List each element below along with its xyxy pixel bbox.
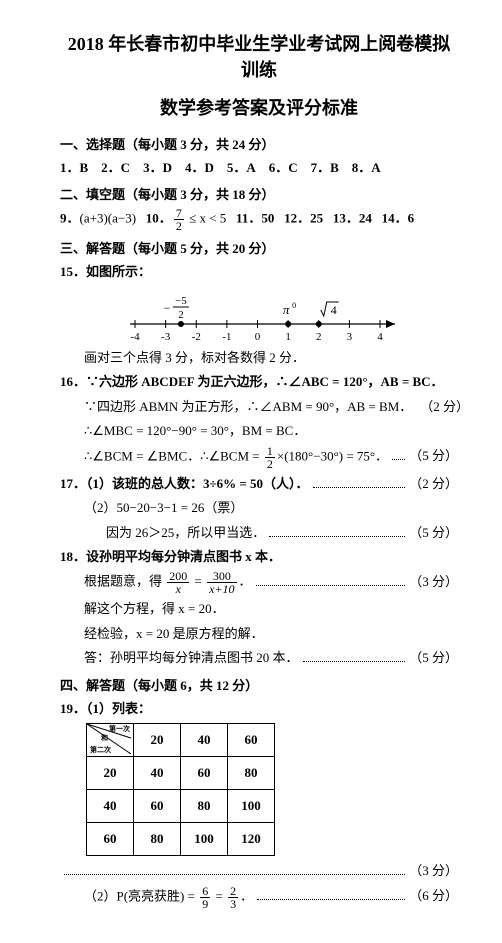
q11: 11．50 (236, 211, 274, 226)
q12: 12．25 (284, 211, 323, 226)
cell: 80 (181, 790, 228, 823)
mc-4: 4．D (185, 160, 214, 175)
cell: 60 (134, 790, 181, 823)
dots (64, 874, 405, 875)
svg-text:4: 4 (331, 303, 337, 317)
score: （3 分） (409, 860, 458, 881)
dots (392, 459, 405, 460)
diag-cell: 第一次 和 第二次 (87, 724, 134, 757)
q15-head: 15．如图所示： (60, 261, 458, 282)
score: （2 分） (420, 396, 469, 417)
section-3-head: 三、解答题（每小题 5 分，共 20 分） (60, 238, 458, 257)
q16-l3: ∴∠MBC = 120°−90° = 30°，BM = BC． (60, 420, 458, 441)
q16-l1: 16．∵六边形 ABCDEF 为正六边形，∴∠ABC = 120°，AB = B… (60, 371, 458, 392)
q19-table-score: （3 分） (60, 860, 458, 881)
q10-pre: 10． (146, 211, 172, 226)
mc-5: 5．A (227, 160, 256, 175)
svg-text:0: 0 (255, 331, 261, 343)
q16-l2: ∵四边形 ABMN 为正方形，∴∠ABM = 90°，AB = BM． （2 分… (60, 396, 458, 417)
svg-text:2: 2 (178, 309, 184, 321)
svg-text:−5: −5 (175, 295, 187, 307)
cell: 100 (228, 790, 275, 823)
q19-head: 19．（1）列表： (60, 698, 458, 719)
mc-1: 1．B (60, 160, 88, 175)
svg-text:-1: -1 (222, 331, 231, 343)
score: （3 分） (409, 571, 458, 592)
mc-8: 8．A (352, 160, 381, 175)
q17-l2: （2）50−20−3−1 = 26（票） (60, 497, 458, 518)
q18-l3: 经检验，x = 20 是原方程的解． (60, 623, 458, 644)
q17-l3: 因为 26＞25，所以甲当选． （5 分） (60, 522, 458, 543)
q18-head: 18．设孙明平均每分钟清点图书 x 本． (60, 546, 458, 567)
svg-text:2: 2 (316, 331, 322, 343)
mc-answers: 1．B 2．C 3．D 4．D 5．A 6．C 7．B 8．A (60, 157, 458, 178)
q18-l1: 根据题意，得 200x = 300x+10． （3 分） (60, 570, 458, 595)
cell: 120 (228, 823, 275, 856)
svg-text:3: 3 (347, 331, 353, 343)
dots (269, 536, 405, 537)
score: （6 分） (409, 885, 458, 906)
q14: 14．6 (382, 211, 415, 226)
title-line-2: 数学参考答案及评分标准 (60, 94, 458, 120)
q18-l4: 答：孙明平均每分钟清点图书 20 本． （5 分） (60, 647, 458, 668)
cell: 100 (181, 823, 228, 856)
q16-l4: ∴∠BCM = ∠BMC．∴∠BCM = 12×(180°−30°) = 75°… (60, 445, 458, 470)
q17-l1: 17．（1）该班的总人数：3÷6% = 50（人）． （2 分） (60, 473, 458, 494)
mc-6: 6．C (269, 160, 298, 175)
section-1-head: 一、选择题（每小题 3 分，共 24 分） (60, 134, 458, 153)
score: （5 分） (409, 522, 458, 543)
dots (303, 661, 406, 662)
mc-2: 2．C (101, 160, 130, 175)
svg-text:-4: -4 (130, 331, 140, 343)
dots (257, 899, 405, 900)
score: （5 分） (409, 647, 458, 668)
svg-text:4: 4 (377, 331, 383, 343)
q9-expr: (a+3)(a−3) (80, 211, 137, 226)
q10-rhs: ≤ x < 5 (186, 211, 226, 226)
rh: 40 (87, 790, 134, 823)
q13: 13．24 (333, 211, 372, 226)
number-line: -4-3-2-101234−52−π04 (120, 286, 410, 344)
mc-7: 7．B (311, 160, 339, 175)
q9-pre: 9． (60, 211, 80, 226)
svg-text:-3: -3 (161, 331, 171, 343)
svg-text:0: 0 (292, 301, 296, 310)
mc-3: 3．D (143, 160, 172, 175)
frac-7-2: 72 (174, 207, 184, 232)
fill-answers: 9．(a+3)(a−3) 10．72 ≤ x < 5 11．50 12．25 1… (60, 207, 458, 232)
section-4-head: 四、解答题（每小题 6，共 12 分） (60, 675, 458, 694)
svg-text:π: π (283, 302, 290, 317)
page: 2018 年长春市初中毕业生学业考试网上阅卷模拟训练 数学参考答案及评分标准 一… (0, 0, 502, 943)
dots (256, 585, 406, 586)
svg-text:−: − (164, 301, 171, 315)
rh: 20 (87, 757, 134, 790)
th: 20 (134, 724, 181, 757)
score: （2 分） (409, 473, 458, 494)
score: （5 分） (409, 445, 458, 466)
title-line-1: 2018 年长春市初中毕业生学业考试网上阅卷模拟训练 (60, 30, 458, 82)
q19-l2: （2）P(亮亮获胜) = 69 = 23． （6 分） (60, 885, 458, 910)
section-2-head: 二、填空题（每小题 3 分，共 18 分） (60, 184, 458, 203)
q19-table: 第一次 和 第二次 20 40 60 20 40 60 80 40 60 80 … (86, 723, 275, 856)
cell: 60 (181, 757, 228, 790)
rh: 60 (87, 823, 134, 856)
dots (313, 487, 406, 488)
cell: 80 (134, 823, 181, 856)
svg-text:-2: -2 (192, 331, 201, 343)
svg-text:1: 1 (285, 331, 291, 343)
q15-note: 画对三个点得 3 分，标对各数得 2 分． (60, 347, 458, 368)
q18-l2: 解这个方程，得 x = 20． (60, 598, 458, 619)
th: 40 (181, 724, 228, 757)
cell: 80 (228, 757, 275, 790)
th: 60 (228, 724, 275, 757)
cell: 40 (134, 757, 181, 790)
